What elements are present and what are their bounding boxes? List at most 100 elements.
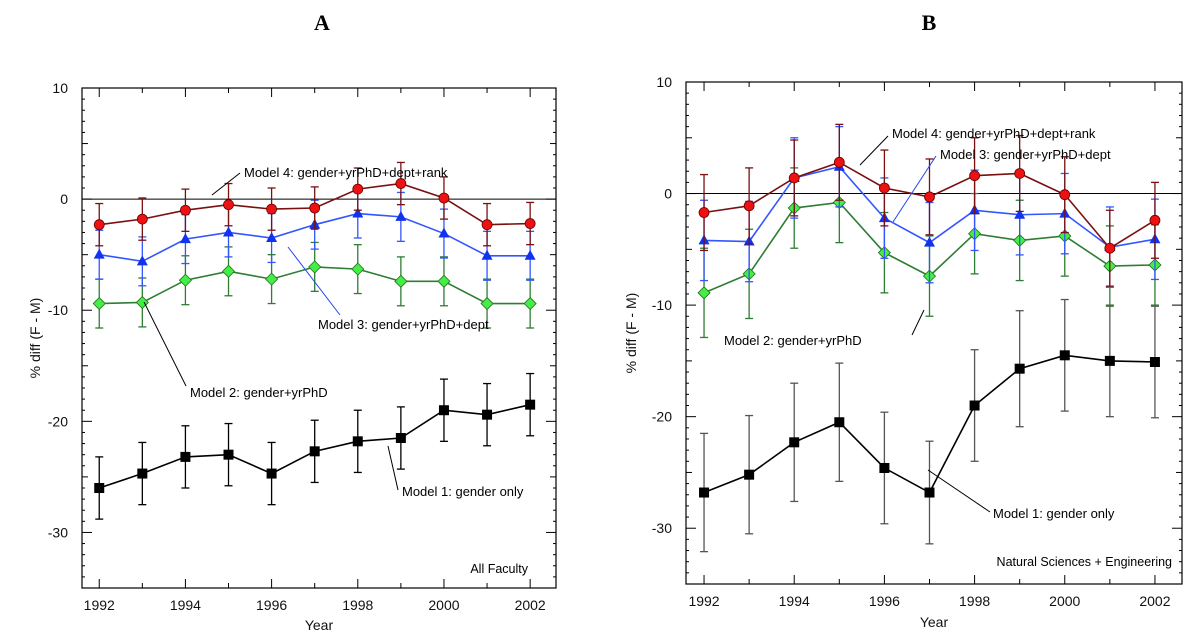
data-point [969, 400, 980, 411]
data-point [394, 274, 408, 288]
label-model-4-b: Model 4: gender+yrPhD+dept+rank [892, 126, 1096, 141]
data-point [482, 409, 493, 420]
label-model-1-b: Model 1: gender only [993, 506, 1115, 521]
series-4-b [698, 123, 1161, 287]
label-model-3-a: Model 3: gender+yrPhD+dept [318, 317, 489, 332]
data-point [480, 296, 494, 311]
data-point [309, 446, 320, 457]
data-point [178, 273, 192, 287]
data-point [94, 483, 105, 493]
x-tick-label-b: 1992 [688, 593, 719, 609]
y-tick-label-a: -20 [48, 413, 68, 429]
label-model-4-a: Model 4: gender+yrPhD+dept+rank [244, 165, 448, 180]
corner-note-b: Natural Sciences + Engineering [997, 555, 1172, 569]
data-point [699, 487, 710, 498]
data-point [744, 469, 755, 480]
x-tick-label-a: 1998 [342, 597, 373, 613]
y-tick-label-a: 10 [52, 80, 68, 96]
x-tick-label-b: 1998 [959, 593, 990, 609]
data-point [743, 200, 755, 212]
y-tick-label-b: 10 [656, 74, 672, 90]
data-point [833, 156, 845, 168]
data-point [223, 199, 234, 211]
plot-frame-a [81, 87, 557, 589]
y-axis-label-b: % diff (F - M) [623, 293, 639, 374]
series-1-a [94, 372, 536, 520]
data-point [1059, 350, 1070, 361]
data-point [1059, 189, 1071, 201]
data-point [93, 248, 105, 259]
label-model-1-a: Model 1: gender only [402, 484, 524, 499]
data-point [1014, 208, 1026, 219]
data-point [395, 178, 407, 189]
data-point [180, 451, 191, 462]
y-axis-label-a: % diff (F - M) [27, 298, 43, 379]
data-point [438, 227, 450, 238]
data-point [1014, 168, 1026, 179]
corner-note-a: All Faculty [470, 562, 528, 576]
x-axis-label-a: Year [305, 617, 334, 633]
plot-b: 10 0 -10 -20 -30 1992 1994 1996 1998 2000 2002 Year… [623, 74, 1183, 630]
data-point [136, 255, 148, 266]
label-model-2-b: Model 2: gender+yrPhD [724, 333, 862, 348]
data-point [524, 218, 536, 229]
data-point [265, 272, 279, 286]
data-point [223, 226, 235, 237]
x-tick-label-b: 1996 [869, 593, 900, 609]
data-point [351, 262, 365, 276]
data-point [924, 487, 935, 498]
data-point [352, 207, 364, 218]
data-point [352, 436, 363, 447]
plot-a: 10 0 -10 -20 -30 1992 1994 1996 1998 2000 2002 Year… [27, 80, 557, 633]
x-tick-label-a: 1994 [170, 597, 201, 613]
data-point [180, 204, 191, 216]
data-point [1014, 363, 1025, 374]
y-tick-label-b: -10 [652, 297, 672, 313]
data-point [137, 468, 148, 479]
x-tick-label-a: 1996 [256, 597, 287, 613]
panel-letter-b: B [922, 10, 937, 35]
x-tick-label-b: 2002 [1139, 593, 1170, 609]
data-point [969, 170, 980, 182]
data-point [523, 296, 537, 311]
data-point [698, 207, 710, 218]
data-point [308, 260, 322, 274]
x-tick-label-a: 2002 [515, 597, 546, 613]
data-point [788, 172, 800, 184]
series-2-a [92, 241, 537, 329]
data-point [309, 202, 321, 214]
data-point [438, 405, 449, 416]
data-point [923, 236, 935, 247]
data-point [266, 468, 277, 479]
y-tick-label-b: -20 [652, 409, 672, 425]
data-point [789, 437, 800, 448]
data-point [223, 449, 234, 460]
plot-frame-b [685, 81, 1183, 585]
panel-a: A 10 0 -10 -20 -30 1992 1994 1996 1998 2000 2002 Ye… [27, 10, 557, 633]
x-tick-label-b: 2000 [1049, 593, 1080, 609]
data-point [93, 219, 105, 231]
panel-b: B 10 0 -10 -20 -30 1992 1994 1996 1998 2000 2002 Ye… [623, 10, 1183, 630]
data-point [136, 213, 148, 225]
data-point [266, 203, 278, 215]
x-tick-label-b: 1994 [779, 593, 810, 609]
data-point [352, 183, 364, 195]
x-axis-label-b: Year [920, 614, 949, 630]
data-point [395, 210, 407, 221]
x-tick-label-a: 1992 [84, 597, 115, 613]
y-tick-label-b: -30 [652, 520, 672, 536]
y-tick-label-b: 0 [664, 186, 672, 202]
y-tick-label-a: 0 [60, 191, 68, 207]
data-point [1104, 355, 1115, 366]
label-model-3-b: Model 3: gender+yrPhD+dept [940, 147, 1111, 162]
data-point [395, 433, 406, 443]
data-point [1149, 214, 1161, 226]
data-point [481, 219, 493, 231]
data-point [221, 264, 236, 278]
x-tick-label-a: 2000 [428, 597, 459, 613]
y-tick-label-a: -10 [48, 302, 68, 318]
data-point [525, 399, 536, 410]
data-point [438, 192, 450, 204]
data-point [481, 249, 493, 260]
panel-letter-a: A [314, 10, 330, 35]
